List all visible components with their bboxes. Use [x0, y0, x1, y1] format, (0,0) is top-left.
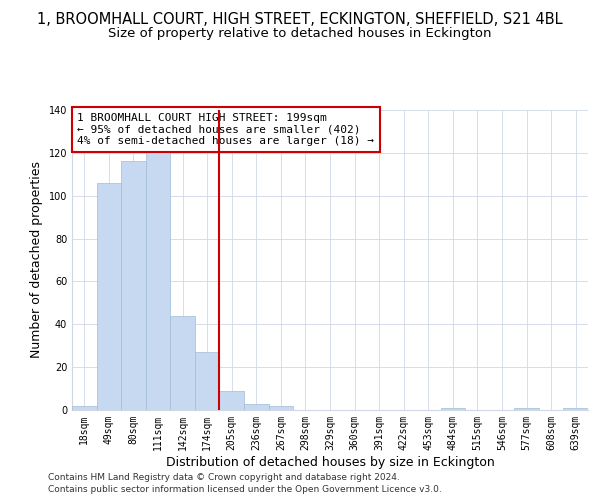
Y-axis label: Number of detached properties: Number of detached properties [30, 162, 43, 358]
Bar [121, 162, 146, 410]
Bar [563, 408, 588, 410]
Bar [195, 352, 220, 410]
Text: Contains public sector information licensed under the Open Government Licence v3: Contains public sector information licen… [48, 485, 442, 494]
Bar [146, 125, 170, 410]
Bar [170, 316, 195, 410]
Bar [269, 406, 293, 410]
Bar [72, 406, 97, 410]
Bar [514, 408, 539, 410]
Text: Contains HM Land Registry data © Crown copyright and database right 2024.: Contains HM Land Registry data © Crown c… [48, 472, 400, 482]
Bar [220, 390, 244, 410]
Bar [97, 183, 121, 410]
X-axis label: Distribution of detached houses by size in Eckington: Distribution of detached houses by size … [166, 456, 494, 468]
Text: 1, BROOMHALL COURT, HIGH STREET, ECKINGTON, SHEFFIELD, S21 4BL: 1, BROOMHALL COURT, HIGH STREET, ECKINGT… [37, 12, 563, 28]
Bar [440, 408, 465, 410]
Text: 1 BROOMHALL COURT HIGH STREET: 199sqm
← 95% of detached houses are smaller (402): 1 BROOMHALL COURT HIGH STREET: 199sqm ← … [77, 113, 374, 146]
Text: Size of property relative to detached houses in Eckington: Size of property relative to detached ho… [108, 28, 492, 40]
Bar [244, 404, 269, 410]
